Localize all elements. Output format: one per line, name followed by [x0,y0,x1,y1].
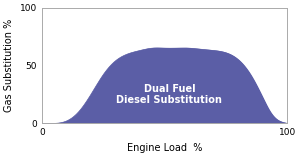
Text: Dual Fuel
Diesel Substitution: Dual Fuel Diesel Substitution [116,84,222,105]
Y-axis label: Gas Substitution %: Gas Substitution % [4,19,14,112]
X-axis label: Engine Load  %: Engine Load % [127,143,202,153]
